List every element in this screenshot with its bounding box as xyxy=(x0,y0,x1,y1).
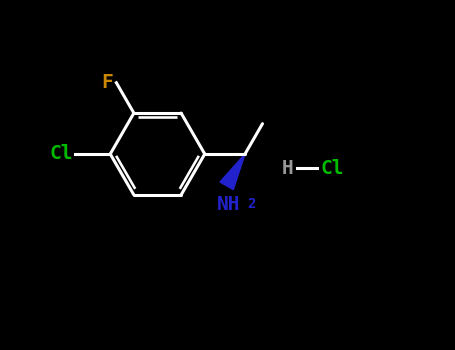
Polygon shape xyxy=(220,154,245,190)
Text: F: F xyxy=(101,73,113,92)
Text: NH: NH xyxy=(217,195,240,214)
Text: 2: 2 xyxy=(248,197,256,211)
Text: Cl: Cl xyxy=(320,159,344,177)
Text: H: H xyxy=(282,159,294,177)
Text: Cl: Cl xyxy=(50,145,74,163)
